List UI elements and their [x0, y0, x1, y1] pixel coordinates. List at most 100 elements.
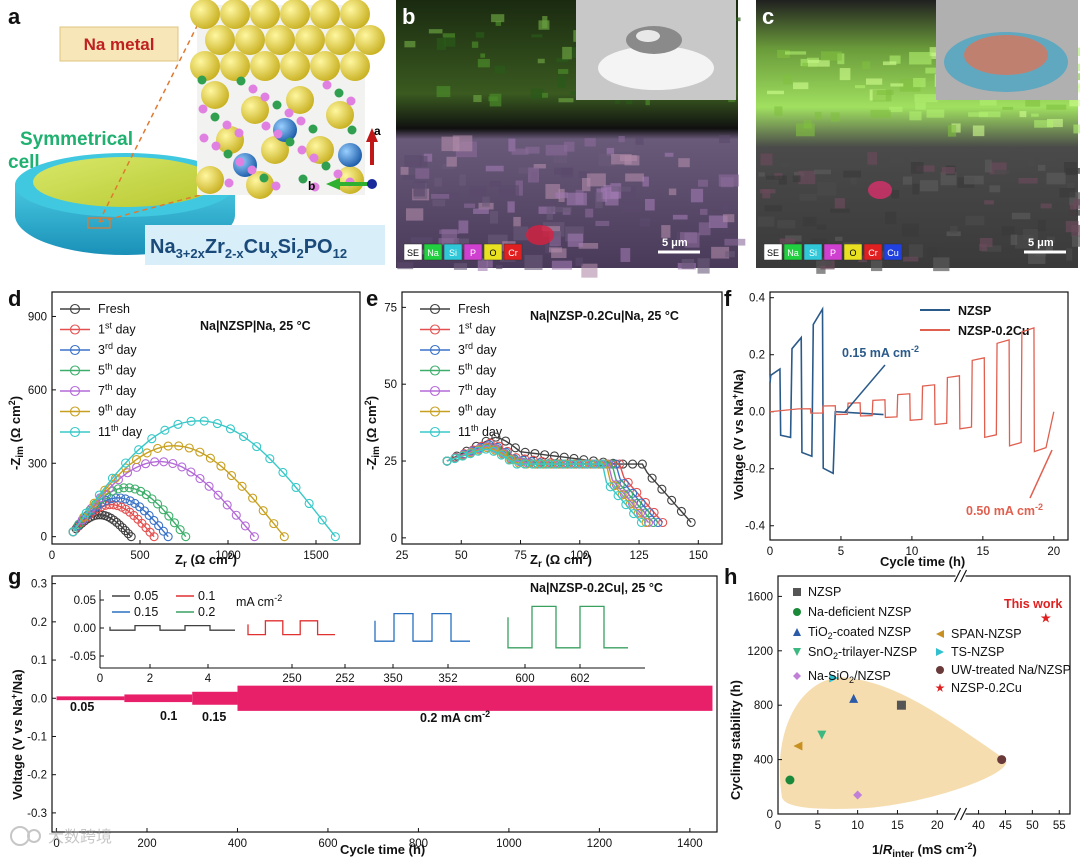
atomic-structure-inset: a b: [190, 0, 385, 199]
inset-x-tick-label: 600: [515, 673, 534, 685]
sem-grain: [814, 111, 822, 120]
o-atom: [347, 125, 357, 135]
element-label-cr: Cr: [868, 248, 878, 258]
sem-grain: [698, 179, 708, 187]
x-tick-label: 150: [689, 550, 708, 562]
sem-grain: [1025, 95, 1041, 107]
sem-grain: [872, 89, 892, 102]
sem-grain: [563, 141, 575, 152]
sem-grain: [783, 74, 793, 85]
panel-d-annotation: Na|NZSP|Na, 25 °C: [200, 319, 311, 333]
sem-grain: [397, 262, 414, 270]
sem-grain: [581, 263, 598, 278]
sem-grain: [562, 46, 572, 60]
y-tick-label: 0.0: [749, 407, 765, 419]
sem-grain: [912, 183, 920, 195]
y-tick-label: 50: [384, 379, 397, 391]
element-label-o: O: [849, 248, 856, 258]
x-axis-label: Cycle time (h): [340, 842, 425, 857]
sem-grain: [1010, 234, 1018, 245]
zr-atom: [241, 96, 269, 124]
y-tick-label: -0.3: [27, 808, 47, 820]
x-tick-label: 10: [851, 820, 864, 832]
data-point: [144, 510, 154, 520]
sem-grain: [779, 238, 796, 244]
data-point: [109, 515, 119, 525]
y-tick-label: 900: [28, 311, 47, 323]
data-point: [278, 467, 288, 477]
sem-grain: [862, 61, 871, 70]
data-point: [142, 448, 152, 458]
inset-x-tick-label: 0: [97, 673, 103, 685]
inset-x-tick-label: 4: [205, 673, 212, 685]
sem-grain: [981, 245, 1002, 252]
sem-grain: [464, 203, 476, 208]
sem-grain: [814, 169, 831, 175]
sem-grain: [835, 236, 843, 241]
watermark: 大数跨境: [10, 826, 112, 846]
sem-grain: [508, 138, 516, 152]
o-atom: [236, 76, 246, 86]
sem-grain: [578, 242, 599, 249]
x-tick-label: 100: [570, 550, 589, 562]
data-point: [496, 450, 507, 460]
y-axis-label: -Zim (Ω cm2): [7, 396, 26, 470]
sem-grain: [1019, 111, 1027, 118]
sem-grain: [486, 259, 493, 268]
sem-grain: [914, 94, 938, 103]
sem-grain: [458, 220, 469, 234]
formula-label: Na3+2xZr2-xCuxSi2PO12: [150, 236, 347, 261]
sem-grain: [885, 211, 897, 225]
na-atom: [190, 0, 220, 29]
this-work-label: This work: [1004, 597, 1062, 611]
data-point: [147, 494, 157, 504]
sem-grain: [557, 75, 566, 89]
sem-grain: [618, 136, 625, 143]
x-axis-label: Zr (Ω cm2): [175, 551, 237, 570]
data-point: [153, 443, 163, 453]
legend-label: SPAN-NZSP: [951, 627, 1022, 641]
data-point: [175, 525, 185, 535]
sem-grain: [821, 51, 842, 61]
data-point: [248, 493, 258, 503]
sem-grain: [1039, 155, 1055, 162]
sem-grain: [575, 257, 583, 266]
sem-grain: [558, 98, 574, 103]
sem-grain: [984, 159, 992, 173]
sem-grain: [413, 180, 425, 197]
data-point: [153, 499, 163, 509]
data-point: [304, 498, 314, 509]
legend-marker: [429, 385, 441, 397]
y-tick-label: 0.3: [31, 579, 47, 591]
sem-grain: [1066, 248, 1073, 261]
o-atom: [273, 129, 283, 139]
data-point: [149, 532, 159, 542]
sem-grain: [1073, 199, 1080, 209]
sem-grain: [870, 109, 891, 118]
sem-grain: [485, 165, 504, 172]
data-point: [169, 518, 180, 528]
sem-grain: [672, 214, 688, 220]
sem-grain: [1046, 104, 1067, 110]
sem-grain: [1069, 209, 1080, 216]
legend-label: 11th day: [458, 423, 503, 439]
na-atom: [340, 0, 370, 29]
legend-label: 9th day: [458, 403, 497, 419]
data-point: [226, 471, 237, 481]
o-atom: [211, 141, 221, 151]
sem-grain: [404, 155, 422, 168]
o-atom: [234, 128, 244, 138]
data-point: [647, 473, 657, 483]
sem-grain: [1037, 164, 1046, 171]
sem-grain: [595, 220, 610, 227]
sem-grain: [553, 155, 568, 164]
o-atom: [198, 104, 208, 114]
o-atom: [321, 161, 331, 171]
sem-grain: [558, 69, 569, 74]
x-tick-label: 800: [409, 838, 428, 850]
data-point: [252, 442, 262, 452]
x-tick-label: 1000: [496, 838, 522, 850]
inset-trace-0: [109, 624, 235, 631]
x-tick-label: 1000: [215, 550, 241, 562]
legend-label: TS-NZSP: [951, 645, 1004, 659]
